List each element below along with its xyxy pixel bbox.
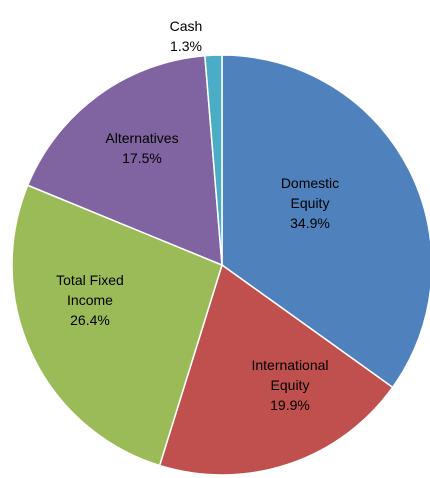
value-label: 26.4%: [70, 312, 110, 328]
slice-label: International Equity 19.9%: [235, 355, 345, 415]
slice-label: Domestic Equity 34.9%: [265, 173, 355, 233]
value-label: 1.3%: [170, 38, 202, 54]
pie-slice: [11, 184, 223, 467]
pie-slice: [158, 263, 394, 476]
value-label: 34.9%: [290, 215, 330, 231]
category-label: Domestic Equity: [280, 175, 340, 211]
pie-slice: [26, 54, 223, 267]
value-label: 19.9%: [270, 397, 310, 413]
category-label: Total Fixed Income: [56, 272, 124, 308]
value-label: 17.5%: [122, 150, 162, 166]
pie-slice: [221, 54, 430, 389]
slice-label: Cash 1.3%: [156, 16, 216, 56]
category-label: Alternatives: [105, 130, 179, 146]
slice-label: Total Fixed Income 26.4%: [40, 270, 140, 330]
category-label: International Equity: [251, 357, 329, 393]
slice-label: Alternatives 17.5%: [87, 128, 197, 168]
category-label: Cash: [169, 18, 203, 34]
pie-slice: [204, 54, 223, 266]
